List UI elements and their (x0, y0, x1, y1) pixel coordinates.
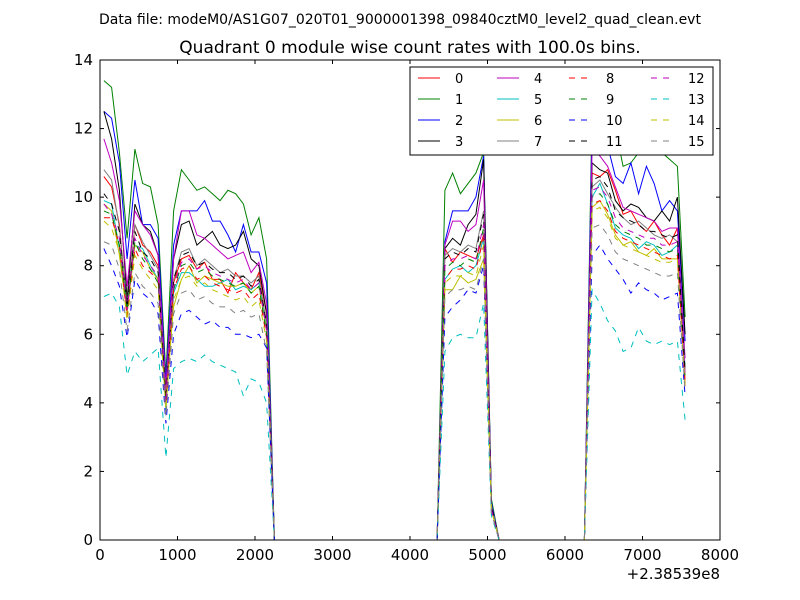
legend-label-8: 8 (606, 72, 614, 87)
y-tick-label: 14 (74, 51, 93, 69)
series-line-11 (103, 175, 686, 540)
x-tick-label: 5000 (468, 546, 506, 564)
x-tick-label: 7000 (623, 546, 661, 564)
series-line-10 (103, 244, 686, 540)
x-offset-label: +2.38539e8 (627, 565, 720, 583)
y-tick-label: 8 (83, 257, 93, 275)
legend-label-2: 2 (455, 114, 463, 129)
legend-label-6: 6 (534, 114, 542, 129)
figure-suptitle: Data file: modeM0/AS1G07_020T01_90000013… (99, 12, 701, 28)
legend-label-12: 12 (688, 72, 705, 87)
legend-frame (409, 66, 714, 156)
legend-label-15: 15 (688, 135, 705, 150)
plot-area (103, 80, 686, 540)
series-line-14 (103, 206, 686, 540)
legend-label-11: 11 (606, 135, 623, 150)
x-tick-label: 1000 (158, 546, 196, 564)
x-tick-label: 0 (95, 546, 105, 564)
y-tick-label: 2 (83, 462, 93, 480)
axis-ticks: 0 1000 2000 3000 4000 5000 6000 7000 80000246810… (74, 51, 739, 564)
legend-label-3: 3 (455, 135, 463, 150)
x-tick-label: 8000 (701, 546, 739, 564)
x-tick-label: 2000 (236, 546, 274, 564)
x-tick-label: 3000 (313, 546, 351, 564)
series-line-15 (103, 223, 686, 540)
series-line-9 (103, 193, 686, 540)
series-line-6 (103, 199, 686, 540)
legend-label-0: 0 (455, 72, 463, 87)
legend-label-7: 7 (534, 135, 542, 150)
y-tick-label: 0 (83, 531, 93, 549)
y-tick-label: 12 (74, 120, 93, 138)
legend-label-9: 9 (606, 93, 614, 108)
series-line-12 (103, 186, 686, 540)
legend-label-1: 1 (455, 93, 463, 108)
chart-title: Quadrant 0 module wise count rates with … (179, 38, 640, 58)
series-line-4 (103, 138, 686, 540)
legend-label-5: 5 (534, 93, 542, 108)
x-tick-label: 6000 (546, 546, 584, 564)
legend-label-4: 4 (534, 72, 542, 87)
y-tick-label: 4 (83, 394, 93, 412)
legend-label-13: 13 (688, 93, 705, 108)
series-line-8 (103, 199, 686, 540)
series-line-13 (103, 287, 686, 540)
series-line-5 (103, 182, 686, 540)
y-tick-label: 10 (74, 188, 93, 206)
y-tick-label: 6 (83, 325, 93, 343)
legend-label-14: 14 (688, 114, 705, 129)
x-tick-label: 4000 (391, 546, 429, 564)
legend-label-10: 10 (606, 114, 623, 129)
